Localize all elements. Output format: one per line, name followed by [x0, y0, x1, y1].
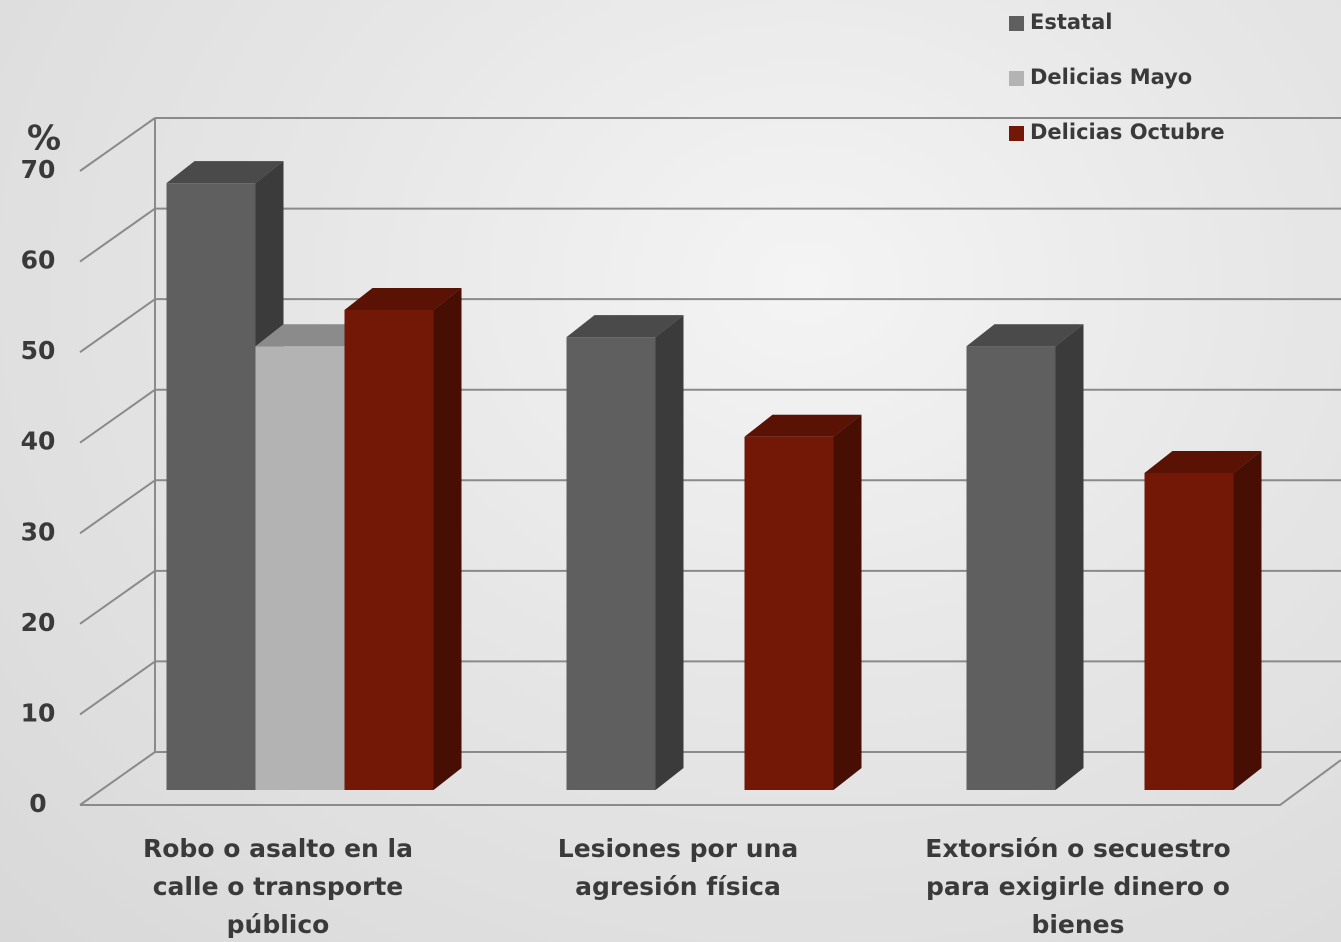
- grid-line: [79, 751, 156, 806]
- bar-top-shade: [744, 414, 862, 437]
- bar-top-shade: [344, 287, 462, 310]
- grid-line: [79, 298, 156, 353]
- legend-swatch: [1009, 126, 1024, 141]
- grid-line: [79, 479, 156, 535]
- y-tick-label: 30: [21, 517, 56, 546]
- bar-top: [966, 324, 1084, 347]
- bar-side: [1233, 451, 1262, 790]
- grid-line: [79, 388, 156, 444]
- bar-top: [744, 414, 862, 437]
- bar-side: [655, 315, 684, 790]
- y-axis-label: %: [27, 119, 61, 159]
- x-tick-label: Robo o asalto en la calle o transporte p…: [143, 834, 413, 939]
- bar-side: [433, 287, 462, 790]
- grid-line: [79, 117, 156, 172]
- bar-side: [1055, 324, 1084, 790]
- bar: [744, 436, 834, 790]
- bar-side-shade: [655, 315, 684, 790]
- y-tick-label: 20: [21, 608, 56, 637]
- bar-top-shade: [1144, 451, 1262, 473]
- bar-top-shade: [566, 315, 684, 338]
- legend-label: Estatal: [1030, 10, 1112, 34]
- bar: [344, 309, 434, 790]
- bar-top-shade: [255, 324, 373, 347]
- bar: [566, 337, 656, 790]
- x-tick-label: Lesiones por una agresión física: [557, 834, 799, 901]
- bar: [166, 183, 256, 790]
- legend-label: Delicias Mayo: [1030, 65, 1192, 89]
- bar-side-shade: [833, 414, 862, 790]
- y-tick-label: 70: [21, 155, 56, 184]
- floor-edge: [80, 759, 1341, 806]
- y-tick-label: 0: [29, 789, 46, 818]
- bar: [1144, 473, 1234, 790]
- x-tick-label: Extorsión o secuestro para exigirle dine…: [925, 834, 1231, 939]
- grid-line: [79, 207, 156, 263]
- bar: [966, 346, 1056, 790]
- bar-top: [566, 315, 684, 338]
- bar-top: [166, 161, 284, 184]
- grid-line: [79, 660, 156, 716]
- bar: [255, 346, 345, 790]
- bar-top: [1144, 451, 1262, 473]
- bar-side-shade: [1233, 451, 1262, 790]
- legend-label: Delicias Octubre: [1030, 120, 1225, 144]
- bar-side: [833, 414, 862, 790]
- bar-top-shade: [966, 324, 1084, 347]
- bar-side-shade: [433, 287, 462, 790]
- legend-swatch: [1009, 71, 1024, 86]
- bar-top: [344, 287, 462, 310]
- grid-line: [79, 570, 156, 625]
- legend-swatch: [1009, 16, 1024, 31]
- bar-side-shade: [1055, 324, 1084, 790]
- y-tick-label: 60: [21, 246, 56, 275]
- y-tick-label: 40: [21, 427, 56, 456]
- bar-top-shade: [166, 161, 284, 184]
- bar-top: [255, 324, 373, 347]
- y-tick-label: 50: [21, 336, 56, 365]
- y-tick-label: 10: [21, 698, 56, 727]
